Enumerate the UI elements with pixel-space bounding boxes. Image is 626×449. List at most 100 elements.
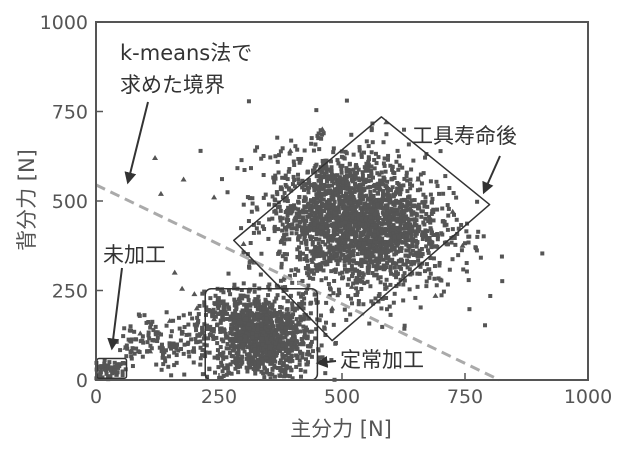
data-point (261, 316, 266, 321)
data-point (273, 344, 278, 349)
data-point (182, 325, 187, 330)
data-point (404, 214, 409, 219)
data-point (295, 223, 300, 228)
data-point (217, 352, 222, 357)
data-point (454, 217, 459, 222)
data-point (225, 316, 230, 321)
data-point (215, 354, 220, 359)
data-point (333, 267, 338, 272)
data-point (266, 293, 271, 298)
data-point (245, 327, 250, 332)
data-point (259, 355, 264, 360)
data-point (283, 256, 288, 261)
data-point (313, 254, 318, 259)
data-point (349, 218, 354, 223)
data-point (371, 225, 376, 230)
data-point (387, 200, 392, 205)
data-point (359, 216, 364, 221)
data-point (286, 342, 291, 347)
data-point (215, 341, 220, 346)
data-point (257, 302, 262, 307)
data-point (304, 254, 309, 259)
data-point (347, 247, 352, 252)
data-point (331, 291, 336, 296)
data-point (417, 271, 422, 276)
data-point (421, 171, 426, 176)
data-point (296, 320, 301, 325)
data-point (369, 164, 374, 169)
data-point (302, 204, 307, 209)
data-point (126, 337, 131, 342)
data-point (370, 271, 375, 276)
data-point (283, 370, 288, 375)
data-point (349, 258, 354, 263)
data-point (368, 226, 373, 231)
data-point (333, 341, 338, 346)
data-point (396, 154, 401, 159)
data-point (371, 184, 376, 189)
data-point (340, 182, 345, 187)
data-point (277, 204, 282, 209)
data-point (307, 352, 312, 357)
data-point (344, 231, 349, 236)
data-point (341, 202, 346, 207)
data-point (273, 173, 278, 178)
data-point (241, 250, 246, 255)
data-point (129, 337, 134, 342)
data-point (254, 333, 259, 338)
data-point (181, 351, 186, 356)
data-point (247, 326, 252, 331)
data-point (304, 229, 309, 234)
data-point (329, 169, 334, 174)
data-point (398, 277, 403, 282)
data-point (312, 226, 317, 231)
data-point (362, 165, 367, 170)
data-point (245, 345, 250, 350)
data-point (98, 369, 103, 374)
data-point (341, 193, 346, 198)
data-point (186, 322, 191, 327)
data-point (104, 365, 109, 370)
outlier-point (309, 258, 316, 264)
data-point (204, 312, 209, 317)
data-point (333, 253, 338, 258)
data-point (161, 362, 166, 367)
data-point (233, 356, 238, 361)
data-point (464, 261, 469, 266)
data-point (237, 330, 242, 335)
data-point (451, 191, 456, 196)
data-point (250, 335, 255, 340)
data-point (260, 336, 265, 341)
data-point (279, 261, 284, 266)
data-point (414, 244, 419, 249)
data-point (344, 191, 349, 196)
data-point (361, 302, 366, 307)
data-point (289, 337, 294, 342)
outlier-point (180, 176, 187, 182)
data-point (259, 314, 264, 319)
data-point (357, 269, 362, 274)
outlier-point (348, 283, 355, 289)
data-point (275, 316, 280, 321)
data-point (350, 179, 355, 184)
data-point (329, 309, 334, 314)
data-point (338, 176, 343, 181)
data-point (150, 319, 155, 324)
data-point (326, 229, 331, 234)
data-point (483, 323, 488, 328)
data-point (424, 236, 429, 241)
data-point (317, 173, 322, 178)
data-point (319, 186, 324, 191)
data-point (384, 285, 389, 290)
data-point (396, 235, 401, 240)
data-point (321, 227, 326, 232)
data-point (326, 281, 331, 286)
data-point (369, 126, 374, 131)
data-point (321, 197, 326, 202)
data-point (405, 233, 410, 238)
data-point (387, 212, 392, 217)
data-point (357, 194, 362, 199)
data-point (224, 335, 229, 340)
data-point (155, 335, 160, 340)
